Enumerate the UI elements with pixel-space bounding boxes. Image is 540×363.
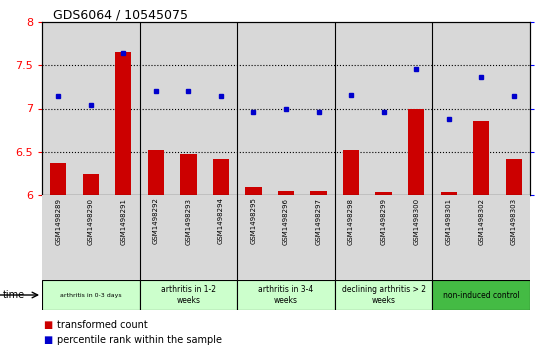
Bar [237, 22, 270, 195]
Bar [433, 22, 465, 195]
Bar [42, 195, 75, 280]
Bar [465, 195, 497, 280]
Bar [237, 280, 335, 310]
Text: GSM1498299: GSM1498299 [381, 197, 387, 245]
Bar [205, 22, 237, 195]
Bar [433, 280, 530, 310]
Text: arthritis in 0-3 days: arthritis in 0-3 days [60, 293, 122, 298]
Text: time: time [3, 290, 25, 300]
Bar [335, 280, 433, 310]
Bar [42, 280, 140, 310]
Text: GSM1498291: GSM1498291 [120, 197, 126, 245]
Bar [497, 22, 530, 195]
Text: arthritis in 3-4
weeks: arthritis in 3-4 weeks [258, 285, 314, 305]
Text: GSM1498303: GSM1498303 [511, 197, 517, 245]
Bar [310, 191, 327, 195]
Text: GSM1498301: GSM1498301 [446, 197, 451, 245]
Bar [140, 280, 237, 310]
Bar [107, 195, 140, 280]
Text: ■: ■ [43, 320, 52, 330]
Text: GSM1498296: GSM1498296 [283, 197, 289, 245]
Bar [75, 195, 107, 280]
Bar [400, 22, 433, 195]
Bar [335, 195, 367, 280]
Bar [473, 122, 489, 195]
Bar [245, 187, 261, 195]
Bar [408, 109, 424, 195]
Bar [205, 195, 237, 280]
Text: GSM1498290: GSM1498290 [88, 197, 94, 245]
Text: GSM1498295: GSM1498295 [251, 197, 256, 244]
Bar [367, 195, 400, 280]
Bar [505, 159, 522, 195]
Bar [335, 22, 367, 195]
Bar [400, 195, 433, 280]
Text: GSM1498297: GSM1498297 [315, 197, 321, 245]
Bar [140, 195, 172, 280]
Bar [278, 191, 294, 195]
Text: GSM1498302: GSM1498302 [478, 197, 484, 245]
Text: ■: ■ [43, 335, 52, 345]
Bar [213, 159, 229, 195]
Bar [237, 195, 270, 280]
Text: GDS6064 / 10545075: GDS6064 / 10545075 [53, 8, 188, 21]
Bar [433, 195, 465, 280]
Text: GSM1498292: GSM1498292 [153, 197, 159, 244]
Bar [367, 22, 400, 195]
Text: GSM1498289: GSM1498289 [55, 197, 61, 245]
Bar [50, 163, 66, 195]
Bar [302, 22, 335, 195]
Bar [107, 22, 140, 195]
Bar [83, 174, 99, 195]
Bar [465, 22, 497, 195]
Bar [270, 195, 302, 280]
Text: GSM1498298: GSM1498298 [348, 197, 354, 245]
Bar [441, 192, 457, 195]
Bar [42, 22, 75, 195]
Text: GSM1498300: GSM1498300 [413, 197, 419, 245]
Text: declining arthritis > 2
weeks: declining arthritis > 2 weeks [342, 285, 426, 305]
Bar [375, 192, 391, 195]
Text: percentile rank within the sample: percentile rank within the sample [57, 335, 222, 345]
Bar [343, 150, 359, 195]
Text: arthritis in 1-2
weeks: arthritis in 1-2 weeks [161, 285, 216, 305]
Bar [148, 150, 164, 195]
Bar [172, 195, 205, 280]
Text: GSM1498294: GSM1498294 [218, 197, 224, 244]
Text: transformed count: transformed count [57, 320, 147, 330]
Bar [497, 195, 530, 280]
Bar [302, 195, 335, 280]
Bar [115, 52, 131, 195]
Bar [172, 22, 205, 195]
Bar [140, 22, 172, 195]
Text: non-induced control: non-induced control [443, 290, 519, 299]
Bar [270, 22, 302, 195]
Text: GSM1498293: GSM1498293 [185, 197, 191, 245]
Bar [75, 22, 107, 195]
Bar [180, 154, 197, 195]
